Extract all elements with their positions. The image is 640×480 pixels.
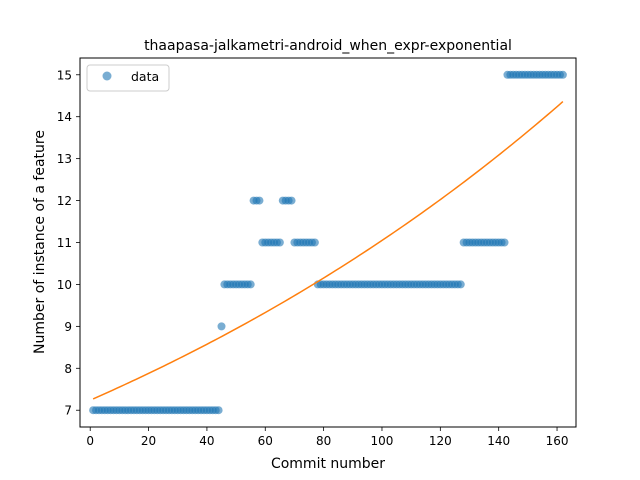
x-tick-label: 120 (429, 434, 452, 448)
x-tick-label: 0 (86, 434, 94, 448)
y-axis-label: Number of instance of a feature (32, 130, 48, 354)
data-point (275, 238, 284, 247)
y-tick-label: 13 (57, 152, 72, 166)
legend-label-data: data (131, 69, 159, 84)
legend-marker-data (102, 71, 112, 81)
y-tick-label: 11 (57, 236, 72, 250)
x-tick-label: 100 (371, 434, 394, 448)
x-tick-label: 140 (487, 434, 510, 448)
y-tick-label: 8 (64, 362, 72, 376)
chart-title: thaapasa-jalkametri-android_when_expr-ex… (144, 38, 512, 54)
data-point (558, 70, 567, 79)
x-tick-label: 80 (316, 434, 331, 448)
data-point (217, 322, 226, 331)
y-tick-label: 12 (57, 194, 72, 208)
x-tick-label: 160 (546, 434, 569, 448)
x-tick-label: 40 (199, 434, 214, 448)
x-tick-label: 60 (258, 434, 273, 448)
x-tick-label: 20 (141, 434, 156, 448)
legend: data (86, 64, 170, 92)
data-point (287, 196, 296, 205)
y-tick-label: 14 (57, 110, 72, 124)
data-point (255, 196, 264, 205)
data-point (310, 238, 319, 247)
y-tick-label: 10 (57, 278, 72, 292)
y-tick-label: 15 (57, 68, 72, 82)
data-point (246, 280, 255, 289)
x-axis: 0 20 40 60 80 100 120 140 160 (86, 427, 568, 448)
y-tick-label: 9 (64, 320, 72, 334)
plot-area (89, 70, 567, 415)
y-tick-label: 7 (64, 404, 72, 418)
data-point (500, 238, 509, 247)
legend-box (86, 64, 170, 92)
data-point (456, 280, 465, 289)
y-axis: 7 8 9 10 11 12 13 14 15 (57, 68, 80, 418)
fit-line (92, 101, 564, 400)
data-point (214, 406, 223, 415)
x-axis-label: Commit number (271, 456, 385, 472)
